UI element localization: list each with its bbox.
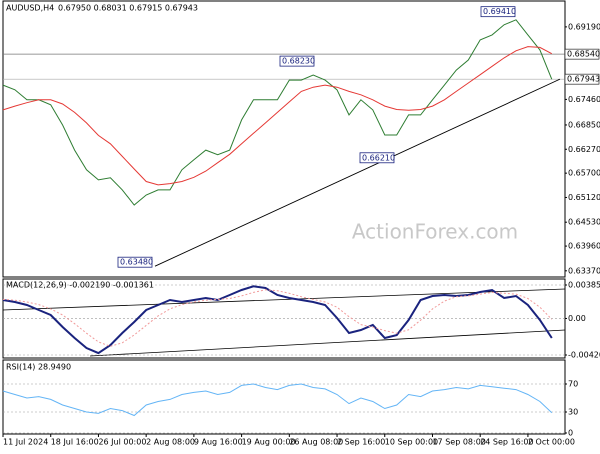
annotation-label: 0.68230 <box>282 57 315 66</box>
series-line <box>2 285 553 355</box>
series-line <box>2 46 553 186</box>
x-tick-label: 18 Jul 16:00 <box>51 438 99 447</box>
horizontal-line-label: 0.68540 <box>567 50 600 59</box>
price-label-box <box>564 48 600 60</box>
y-tick-label: 0.003852 <box>568 281 600 290</box>
price-panel <box>2 0 566 278</box>
x-tick-label: 26 Jul 00:00 <box>98 438 146 447</box>
y-tick-label: 0 <box>568 429 573 438</box>
y-tick-label: 0.67460 <box>568 95 600 104</box>
x-tick-label: 10 Sep 00:00 <box>385 438 438 447</box>
series-line <box>2 383 553 417</box>
x-tick-label: 2 Aug 08:00 <box>146 438 195 447</box>
watermark: ActionForex.com <box>352 220 518 244</box>
y-tick-label: 0.69190 <box>568 22 600 31</box>
annotation-label: 0.63480 <box>120 258 153 267</box>
x-tick-label: 9 Aug 16:00 <box>194 438 243 447</box>
y-tick-label: 30 <box>568 408 578 417</box>
annotation-label: 0.66210 <box>362 153 395 162</box>
annotation-label: 0.69410 <box>483 7 516 16</box>
y-tick-label: 0.00 <box>568 314 586 323</box>
panel-title: AUDUSD,H4 <box>6 4 54 13</box>
annotation-box <box>359 152 395 164</box>
x-tick-label: 19 Aug 00:00 <box>242 438 296 447</box>
x-tick-label: 11 Jul 2024 <box>3 438 48 447</box>
y-tick-label: 0.63960 <box>568 242 600 251</box>
y-tick-label: 0.65120 <box>568 193 600 202</box>
y-tick-label: -0.004204 <box>568 351 600 360</box>
x-tick-label: 2 Sep 16:00 <box>337 438 385 447</box>
y-tick-label: 70 <box>568 380 578 389</box>
panel-subtitle: 0.67950 0.68031 0.67915 0.67943 <box>58 4 198 13</box>
rsi-panel <box>2 359 566 435</box>
y-tick-label: 0.64530 <box>568 218 600 227</box>
price-label-box <box>564 73 600 85</box>
panel-title: MACD(12,26,9) -0.002190 -0.001361 <box>6 281 154 290</box>
annotation-box <box>279 55 315 67</box>
y-tick-label: 0.65700 <box>568 169 600 178</box>
y-tick-label: 0.66850 <box>568 120 600 129</box>
macd-trendline <box>2 288 566 311</box>
y-tick-label: 0.66270 <box>568 145 600 154</box>
x-tick-label: 2 Oct 00:00 <box>528 438 575 447</box>
current-price-label: 0.67943 <box>567 75 600 84</box>
annotation-box <box>480 6 516 18</box>
y-tick-label: 0.63370 <box>568 266 600 275</box>
macd-trendline <box>89 329 566 357</box>
panel-title: RSI(14) 28.9490 <box>6 363 71 372</box>
x-tick-label: 24 Sep 16:00 <box>480 438 533 447</box>
x-tick-label: 26 Aug 08:00 <box>289 438 343 447</box>
x-tick-label: 17 Sep 08:00 <box>432 438 485 447</box>
series-line <box>2 19 553 206</box>
trendline <box>154 78 561 267</box>
annotation-box <box>117 256 153 268</box>
series-line <box>2 289 553 347</box>
